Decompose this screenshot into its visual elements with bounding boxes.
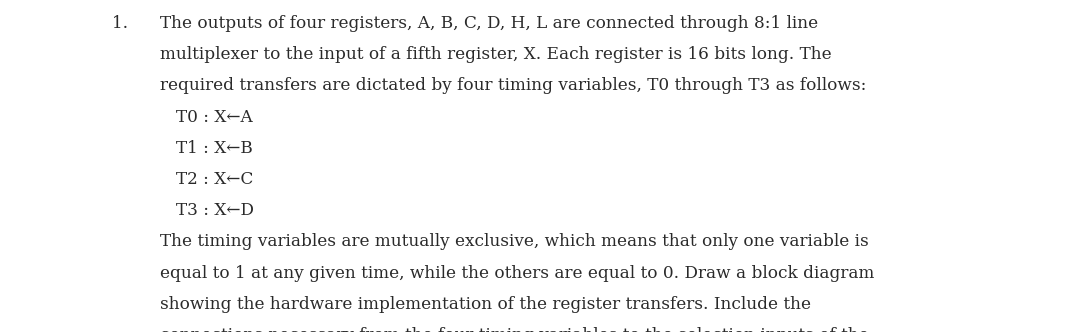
Text: The timing variables are mutually exclusive, which means that only one variable : The timing variables are mutually exclus… [160,233,868,250]
Text: T2 : X←C: T2 : X←C [176,171,254,188]
Text: required transfers are dictated by four timing variables, T0 through T3 as follo: required transfers are dictated by four … [160,77,866,94]
Text: T1 : X←B: T1 : X←B [176,140,253,157]
Text: multiplexer to the input of a fifth register, X. Each register is 16 bits long. : multiplexer to the input of a fifth regi… [160,46,832,63]
Text: connections necessary from the four timing variables to the selection inputs of : connections necessary from the four timi… [160,327,868,332]
Text: equal to 1 at any given time, while the others are equal to 0. Draw a block diag: equal to 1 at any given time, while the … [160,265,874,282]
Text: showing the hardware implementation of the register transfers. Include the: showing the hardware implementation of t… [160,296,811,313]
Text: T3 : X←D: T3 : X←D [176,202,254,219]
Text: The outputs of four registers, A, B, C, D, H, L are connected through 8:1 line: The outputs of four registers, A, B, C, … [160,15,818,32]
Text: T0 : X←A: T0 : X←A [176,109,253,125]
Text: 1.: 1. [112,15,129,32]
